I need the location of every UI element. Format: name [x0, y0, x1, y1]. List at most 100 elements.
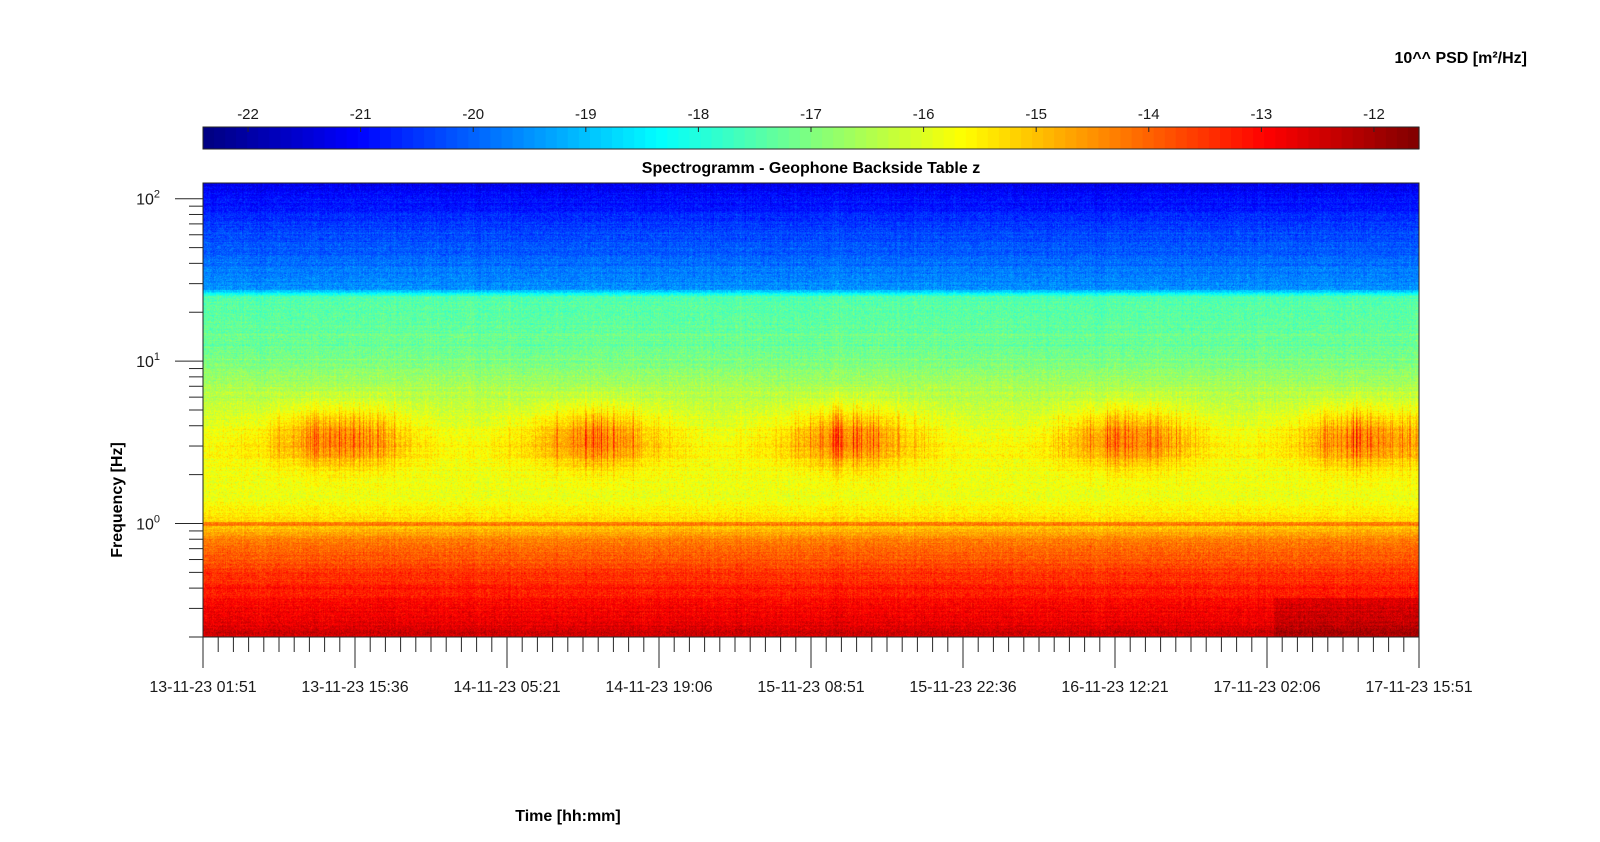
colorbar-segment — [236, 127, 248, 149]
colorbar-segment — [1407, 127, 1420, 149]
colorbar-segment — [645, 127, 657, 149]
colorbar-segment — [1054, 127, 1066, 149]
x-tick-label: 14-11-23 19:06 — [605, 679, 712, 696]
colorbar-ticks: -22 -21 -20 -19 -18 -17 -16 -15 -14 -13 -12 — [237, 106, 1385, 132]
colorbar-segment — [788, 127, 801, 149]
colorbar-segment — [1220, 127, 1232, 149]
colorbar-tick-label: -18 — [688, 106, 710, 123]
y-tick-base: 10 — [136, 354, 154, 371]
colorbar-segment — [921, 127, 934, 149]
x-tick-label: 17-11-23 02:06 — [1213, 679, 1320, 696]
colorbar-segment — [335, 127, 348, 149]
colorbar-segment — [888, 127, 901, 149]
colorbar-segment — [468, 127, 480, 149]
colorbar-segment — [324, 127, 337, 149]
x-tick-label: 16-11-23 12:21 — [1061, 679, 1168, 696]
colorbar-segment — [1109, 127, 1122, 149]
colorbar-tick-label: -20 — [462, 106, 484, 123]
x-tick-label: 15-11-23 22:36 — [909, 679, 1016, 696]
colorbar-segment — [1009, 127, 1022, 149]
colorbar-segment — [877, 127, 889, 149]
x-axis-label: Time [hh:mm] — [515, 808, 620, 825]
colorbar-segment — [1330, 127, 1343, 149]
colorbar-tick-label: -12 — [1363, 106, 1385, 123]
colorbar-segment — [1186, 127, 1199, 149]
colorbar-segment — [368, 127, 381, 149]
colorbar-segment — [1242, 127, 1254, 149]
colorbar-segment — [954, 127, 967, 149]
colorbar-segment — [844, 127, 856, 149]
colorbar-segment — [1164, 127, 1177, 149]
colorbar-tick-label: -16 — [913, 106, 935, 123]
colorbar-segment — [667, 127, 679, 149]
colorbar-segment — [501, 127, 514, 149]
y-tick-exponent: 1 — [154, 351, 160, 363]
colorbar-segment — [656, 127, 668, 149]
y-tick-label: 100 — [136, 514, 160, 534]
colorbar-segment — [545, 127, 558, 149]
colorbar-segment — [1363, 127, 1376, 149]
colorbar-segment — [634, 127, 646, 149]
colorbar-segment — [247, 127, 259, 149]
colorbar-segment — [1253, 127, 1265, 149]
colorbar-segment — [910, 127, 923, 149]
colorbar-segment — [1396, 127, 1409, 149]
colorbar-segment — [534, 127, 547, 149]
colorbar-segment — [457, 127, 469, 149]
colorbar-segment — [357, 127, 370, 149]
colorbar-segment — [589, 127, 602, 149]
colorbar-segment — [811, 127, 823, 149]
colorbar-segment — [899, 127, 912, 149]
colorbar-segment — [744, 127, 757, 149]
colorbar-segment — [1021, 127, 1033, 149]
colorbar-segment — [424, 127, 436, 149]
colorbar-segment — [1275, 127, 1287, 149]
colorbar-segment — [1374, 127, 1387, 149]
colorbar-segment — [1120, 127, 1133, 149]
colorbar-segment — [379, 127, 392, 149]
colorbar-segment — [1098, 127, 1111, 149]
colorbar-tick-label: -15 — [1025, 106, 1047, 123]
colorbar-segment — [446, 127, 458, 149]
colorbar-segment — [556, 127, 569, 149]
colorbar-segment — [755, 127, 768, 149]
colorbar-segment — [1197, 127, 1210, 149]
colorbar-segment — [1286, 127, 1298, 149]
colorbar-segment — [269, 127, 281, 149]
colorbar-segment — [1231, 127, 1243, 149]
colorbar-segment — [225, 127, 237, 149]
colorbar-tick-label: -19 — [575, 106, 597, 123]
colorbar-segment — [623, 127, 635, 149]
colorbar-tick-label: -21 — [350, 106, 372, 123]
y-tick-exponent: 2 — [154, 189, 160, 201]
colorbar-segment — [523, 127, 536, 149]
colorbar-segment — [1065, 127, 1077, 149]
colorbar-segment — [479, 127, 492, 149]
colorbar-segment — [1297, 127, 1310, 149]
colorbar-segment — [600, 127, 613, 149]
chart-title: Spectrogramm - Geophone Backside Table z — [642, 160, 980, 177]
colorbar-segment — [943, 127, 956, 149]
colorbar-segment — [390, 127, 403, 149]
colorbar-segment — [866, 127, 878, 149]
colorbar-segment — [291, 127, 304, 149]
colorbar-segment — [567, 127, 580, 149]
colorbar — [202, 126, 1420, 150]
colorbar-segment — [722, 127, 735, 149]
colorbar-segment — [932, 127, 945, 149]
colorbar-segment — [678, 127, 690, 149]
colorbar-segment — [280, 127, 293, 149]
y-tick-base: 10 — [136, 192, 154, 209]
colorbar-segment — [766, 127, 779, 149]
colorbar-segment — [258, 127, 270, 149]
colorbar-segment — [1341, 127, 1354, 149]
colorbar-segment — [346, 127, 359, 149]
colorbar-segment — [578, 127, 591, 149]
x-axis: 13-11-23 01:51 13-11-23 15:36 14-11-23 05:… — [149, 637, 1473, 696]
y-tick-label: 101 — [136, 351, 160, 371]
x-tick-label: 17-11-23 15:51 — [1365, 679, 1472, 696]
colorbar-segment — [490, 127, 503, 149]
x-tick-label: 15-11-23 08:51 — [757, 679, 864, 696]
y-tick-base: 10 — [136, 517, 154, 534]
